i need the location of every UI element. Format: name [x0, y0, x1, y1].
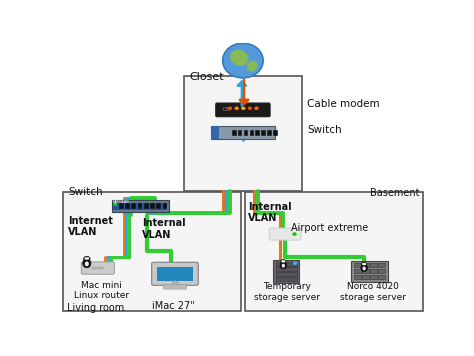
- FancyBboxPatch shape: [125, 203, 129, 208]
- Circle shape: [282, 261, 283, 262]
- Bar: [370, 275, 377, 279]
- FancyBboxPatch shape: [267, 130, 271, 135]
- Bar: [362, 263, 369, 267]
- Text: Internal
VLAN: Internal VLAN: [142, 218, 185, 240]
- FancyBboxPatch shape: [273, 260, 300, 283]
- Text: Cable modem: Cable modem: [307, 99, 380, 109]
- FancyBboxPatch shape: [119, 203, 123, 208]
- Circle shape: [83, 256, 90, 261]
- FancyBboxPatch shape: [131, 203, 135, 208]
- Text: Basement: Basement: [371, 188, 420, 199]
- Bar: [92, 267, 103, 268]
- Text: Temporary
storage server: Temporary storage server: [254, 282, 320, 302]
- Circle shape: [363, 264, 364, 265]
- Ellipse shape: [85, 261, 89, 266]
- Circle shape: [87, 258, 89, 259]
- Text: Mac mini
Linux router: Mac mini Linux router: [74, 281, 129, 300]
- FancyBboxPatch shape: [269, 228, 301, 240]
- Circle shape: [228, 107, 231, 109]
- Ellipse shape: [363, 266, 366, 270]
- Bar: [184, 75, 301, 191]
- FancyBboxPatch shape: [157, 267, 193, 281]
- Text: Internet
VLAN: Internet VLAN: [68, 216, 113, 237]
- FancyBboxPatch shape: [273, 130, 277, 135]
- FancyBboxPatch shape: [137, 203, 141, 208]
- Polygon shape: [283, 262, 284, 263]
- FancyBboxPatch shape: [255, 130, 259, 135]
- Circle shape: [173, 281, 177, 284]
- Bar: [362, 275, 369, 279]
- Circle shape: [281, 260, 286, 263]
- Text: Norco 4020
storage server: Norco 4020 storage server: [340, 282, 406, 302]
- Text: Closet: Closet: [190, 72, 224, 82]
- Circle shape: [293, 233, 296, 235]
- Bar: [245, 192, 423, 312]
- Circle shape: [242, 107, 245, 109]
- Circle shape: [283, 261, 285, 262]
- FancyBboxPatch shape: [163, 203, 166, 208]
- Text: Switch: Switch: [307, 125, 342, 135]
- Circle shape: [114, 203, 117, 205]
- Circle shape: [362, 262, 367, 266]
- Text: Living room: Living room: [67, 303, 125, 313]
- Text: NETGEAR: NETGEAR: [112, 199, 129, 204]
- Text: Switch: Switch: [68, 187, 103, 197]
- Ellipse shape: [247, 61, 257, 71]
- Text: Internal
VLAN: Internal VLAN: [248, 202, 292, 224]
- Circle shape: [235, 107, 238, 109]
- FancyBboxPatch shape: [211, 126, 275, 139]
- Circle shape: [248, 107, 251, 109]
- FancyBboxPatch shape: [216, 103, 270, 117]
- FancyBboxPatch shape: [163, 285, 187, 289]
- Ellipse shape: [231, 51, 248, 65]
- FancyBboxPatch shape: [156, 203, 160, 208]
- Text: iMac 27": iMac 27": [152, 302, 194, 312]
- Bar: [276, 272, 297, 276]
- FancyBboxPatch shape: [249, 130, 253, 135]
- Ellipse shape: [280, 262, 287, 269]
- FancyBboxPatch shape: [144, 203, 147, 208]
- Circle shape: [255, 107, 258, 109]
- Ellipse shape: [282, 264, 285, 268]
- Bar: [370, 263, 377, 267]
- FancyBboxPatch shape: [261, 130, 265, 135]
- Bar: [378, 263, 385, 267]
- FancyBboxPatch shape: [150, 203, 154, 208]
- FancyBboxPatch shape: [111, 200, 169, 212]
- FancyBboxPatch shape: [82, 262, 114, 274]
- FancyBboxPatch shape: [351, 261, 388, 282]
- Ellipse shape: [361, 265, 367, 272]
- FancyBboxPatch shape: [232, 130, 236, 135]
- Bar: [276, 262, 297, 266]
- Bar: [354, 263, 361, 267]
- Bar: [211, 126, 219, 139]
- FancyBboxPatch shape: [152, 262, 198, 285]
- Bar: [370, 269, 377, 273]
- Bar: [276, 267, 297, 271]
- Bar: [354, 275, 361, 279]
- Text: DS: DS: [223, 107, 230, 112]
- Bar: [63, 192, 241, 312]
- Ellipse shape: [223, 43, 263, 78]
- Bar: [113, 203, 167, 210]
- FancyBboxPatch shape: [244, 130, 247, 135]
- Ellipse shape: [82, 259, 91, 268]
- Bar: [276, 277, 297, 281]
- Circle shape: [85, 258, 87, 259]
- Text: Airport extreme: Airport extreme: [291, 223, 368, 233]
- Bar: [362, 269, 369, 273]
- Bar: [378, 275, 385, 279]
- Circle shape: [293, 262, 297, 265]
- Bar: [378, 269, 385, 273]
- Bar: [354, 269, 361, 273]
- Bar: [173, 282, 178, 287]
- FancyBboxPatch shape: [238, 130, 241, 135]
